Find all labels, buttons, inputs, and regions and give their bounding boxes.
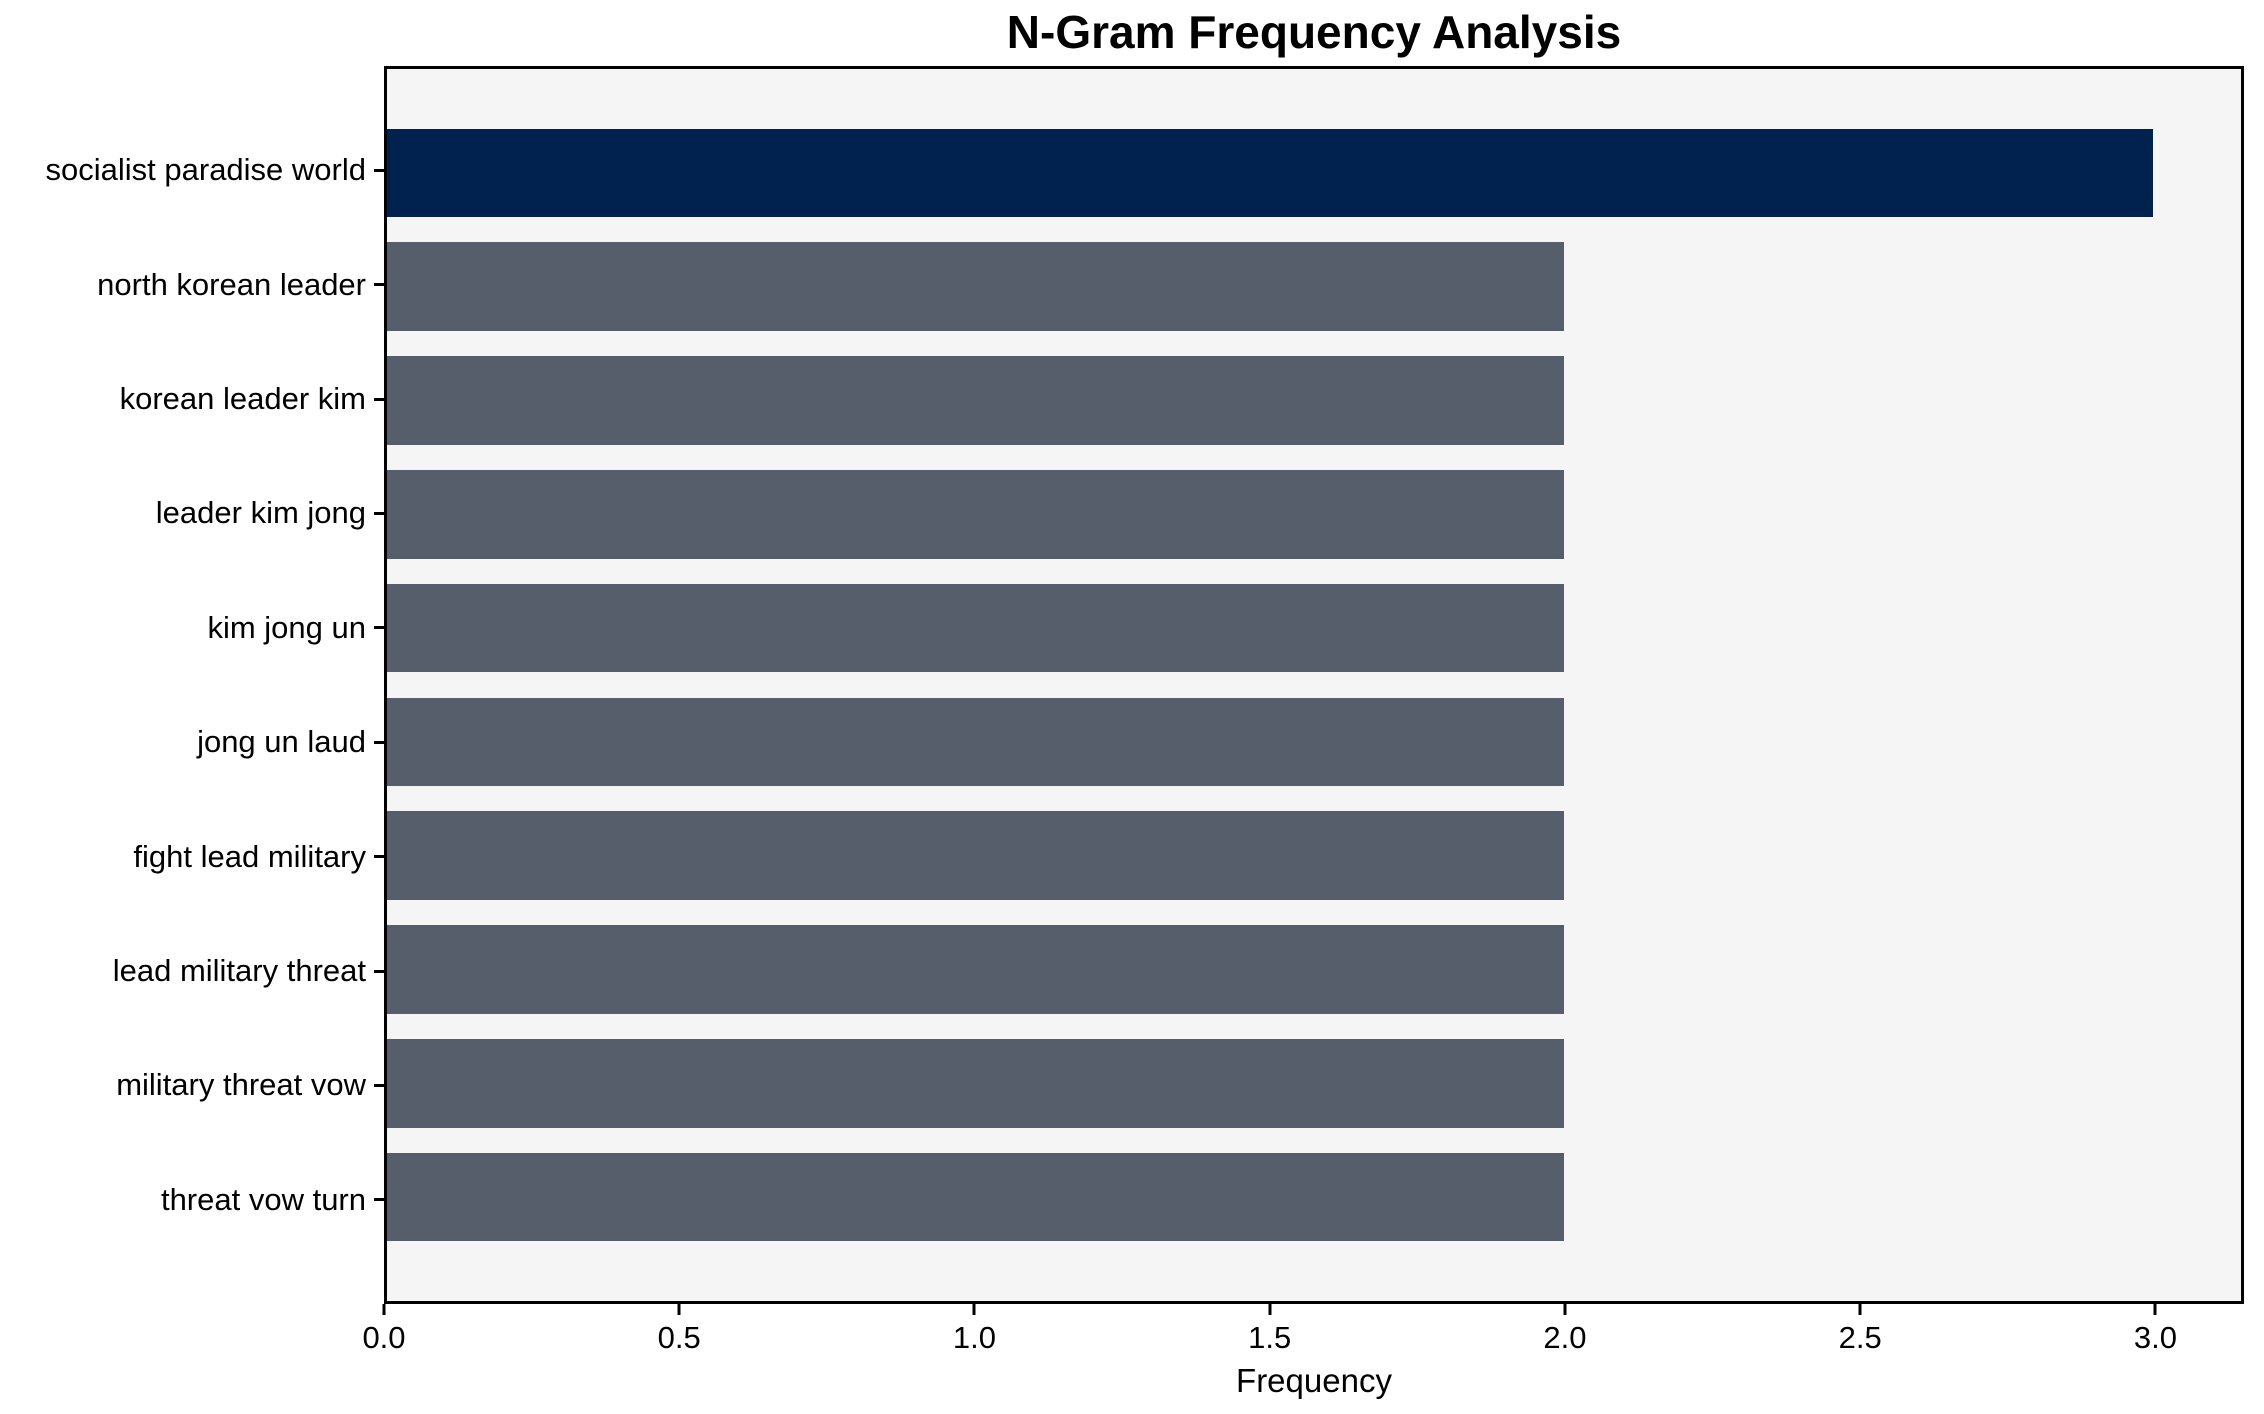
x-tick-mark [677,1304,681,1315]
chart-title: N-Gram Frequency Analysis [1006,6,1622,58]
x-tick-mark [972,1304,976,1315]
y-tick-mark [374,283,384,287]
y-tick-mark [374,1083,384,1087]
bar-jong-un-laud [387,697,1565,787]
x-tick-label: 0.5 [657,1320,701,1355]
y-label-row-threat-vow-turn: threat vow turn [0,1143,384,1257]
plot-area [384,66,2244,1304]
bar-row-threat-vow-turn [387,1140,2241,1254]
y-label-row-kim-jong-un: kim jong un [0,571,384,685]
x-axis-ticks [382,1304,2244,1318]
bar-military-threat-vow [387,1038,1565,1128]
x-axis-title: Frequency [1236,1362,1392,1399]
y-axis-label: threat vow turn [160,1181,366,1217]
y-tick-mark [374,397,384,401]
bar-korean-leader-kim [387,356,1565,445]
bar-row-fight-lead-military [387,799,2241,913]
y-label-row-jong-un-laud: jong un laud [0,685,384,799]
x-tick-mark [382,1304,386,1315]
x-tick-mark [1268,1304,1272,1315]
bar-fight-lead-military [387,811,1565,901]
x-tick-label: 0.0 [362,1320,406,1355]
y-label-row-korean-leader-kim: korean leader kim [0,342,384,456]
bars-container [387,69,2241,1301]
y-label-row-lead-military-threat: lead military threat [0,914,384,1028]
y-axis-label: military threat vow [116,1067,366,1103]
y-label-row-socialist-paradise-world: socialist paradise world [0,113,384,227]
bar-kim-jong-un [387,583,1565,673]
y-tick-mark [374,511,384,515]
y-label-row-leader-kim-jong: leader kim jong [0,456,384,570]
x-tick-mark [1858,1304,1862,1315]
bar-row-socialist-paradise-world [387,116,2241,230]
y-axis-label: leader kim jong [155,495,366,531]
y-tick-mark [374,855,384,859]
bar-row-korean-leader-kim [387,344,2241,458]
y-axis: socialist paradise world north korean lea… [0,66,384,1304]
y-axis-label: korean leader kim [119,381,366,417]
y-tick-mark [374,740,384,744]
x-tick-mark [2153,1304,2157,1315]
x-tick-label: 2.0 [1543,1320,1587,1355]
y-axis-label: lead military threat [112,953,366,989]
bar-leader-kim-jong [387,469,1565,559]
x-tick-label: 1.5 [1248,1320,1292,1355]
y-tick-mark [374,969,384,973]
x-tick-label: 2.5 [1838,1320,1882,1355]
bar-north-korean-leader [387,242,1565,332]
bar-row-kim-jong-un [387,571,2241,685]
y-axis-label: fight lead military [133,838,366,874]
bar-row-military-threat-vow [387,1026,2241,1140]
y-axis-label: kim jong un [207,609,366,645]
x-tick-mark [1563,1304,1567,1315]
bar-socialist-paradise-world [387,128,2153,218]
x-axis-tick-labels: 0.0 0.5 1.0 1.5 2.0 2.5 3.0 [362,1320,2244,1362]
x-tick-label: 1.0 [952,1320,997,1355]
bar-row-north-korean-leader [387,230,2241,344]
bar-threat-vow-turn [387,1152,1565,1242]
bar-row-leader-kim-jong [387,457,2241,571]
bar-row-lead-military-threat [387,913,2241,1027]
x-tick-label: 3.0 [2133,1320,2177,1355]
y-label-row-north-korean-leader: north korean leader [0,227,384,341]
y-label-row-fight-lead-military: fight lead military [0,799,384,913]
bar-lead-military-threat [387,925,1565,1014]
bar-row-jong-un-laud [387,685,2241,799]
y-label-row-military-threat-vow: military threat vow [0,1028,384,1142]
y-axis-label: socialist paradise world [45,152,366,188]
y-tick-mark [374,168,384,172]
y-tick-mark [374,626,384,630]
y-axis-label: north korean leader [97,266,366,302]
y-axis-label: jong un laud [197,724,366,760]
y-tick-mark [374,1198,384,1202]
